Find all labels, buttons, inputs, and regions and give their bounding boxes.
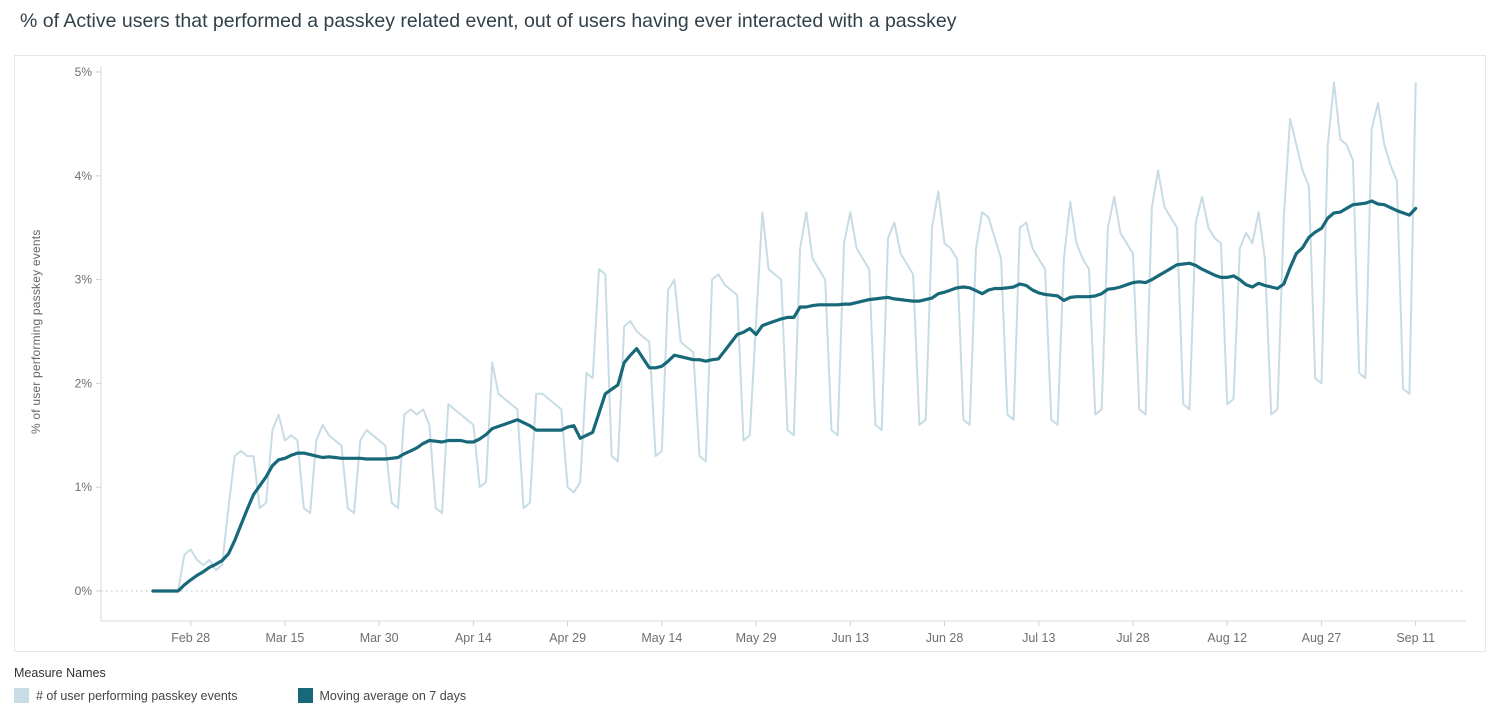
x-tick-label: Mar 30: [360, 631, 399, 645]
x-tick-label: May 29: [736, 631, 777, 645]
chart-card: % of user performing passkey events 0% 1%…: [14, 55, 1486, 652]
legend-swatch-daily-series[interactable]: [14, 688, 29, 703]
legend: Measure Names # of user performing passk…: [14, 666, 466, 703]
x-tick-label: May 14: [641, 631, 682, 645]
legend-item-label: Moving average on 7 days: [319, 688, 467, 703]
y-tick-label: 4%: [75, 169, 93, 183]
x-tick-label: Jun 13: [832, 631, 870, 645]
legend-title: Measure Names: [14, 666, 106, 680]
x-tick-label: Jul 13: [1022, 631, 1055, 645]
y-tick-label: 1%: [75, 480, 93, 494]
y-tick-label: 0%: [75, 584, 93, 598]
x-tick-label: Aug 12: [1207, 631, 1247, 645]
legend-item-moving-average[interactable]: Moving average on 7 days: [297, 688, 467, 703]
y-axis-title: % of user performing passkey events: [29, 229, 43, 434]
y-tick-label: 2%: [75, 376, 93, 390]
y-tick-label: 5%: [75, 65, 93, 79]
moving-average-line[interactable]: [151, 199, 1418, 593]
x-tick-label: Jul 28: [1116, 631, 1149, 645]
chart-title: % of Active users that performed a passk…: [20, 10, 957, 32]
x-tick-label: Apr 29: [549, 631, 586, 645]
legend-item-daily-series[interactable]: # of user performing passkey events: [14, 688, 238, 703]
x-tick-label: Sep 11: [1396, 631, 1435, 645]
x-tick-label: Feb 28: [171, 631, 210, 645]
x-tick-label: Apr 14: [455, 631, 492, 645]
line-chart-plot-area[interactable]: 0% 1% 2% 3% 4% 5% Feb 28 Mar 15 Mar 30 Apr 14 Apr …: [51, 56, 1476, 652]
x-tick-label: Jun 28: [926, 631, 964, 645]
legend-items: # of user performing passkey events Movi…: [14, 688, 466, 703]
legend-swatch-moving-average[interactable]: [297, 688, 313, 703]
daily-series-line[interactable]: [153, 81, 1417, 592]
x-tick-label: Mar 15: [265, 631, 304, 645]
y-tick-label: 3%: [75, 273, 93, 287]
x-tick-label: Aug 27: [1302, 631, 1342, 645]
legend-item-label: # of user performing passkey events: [36, 688, 238, 703]
